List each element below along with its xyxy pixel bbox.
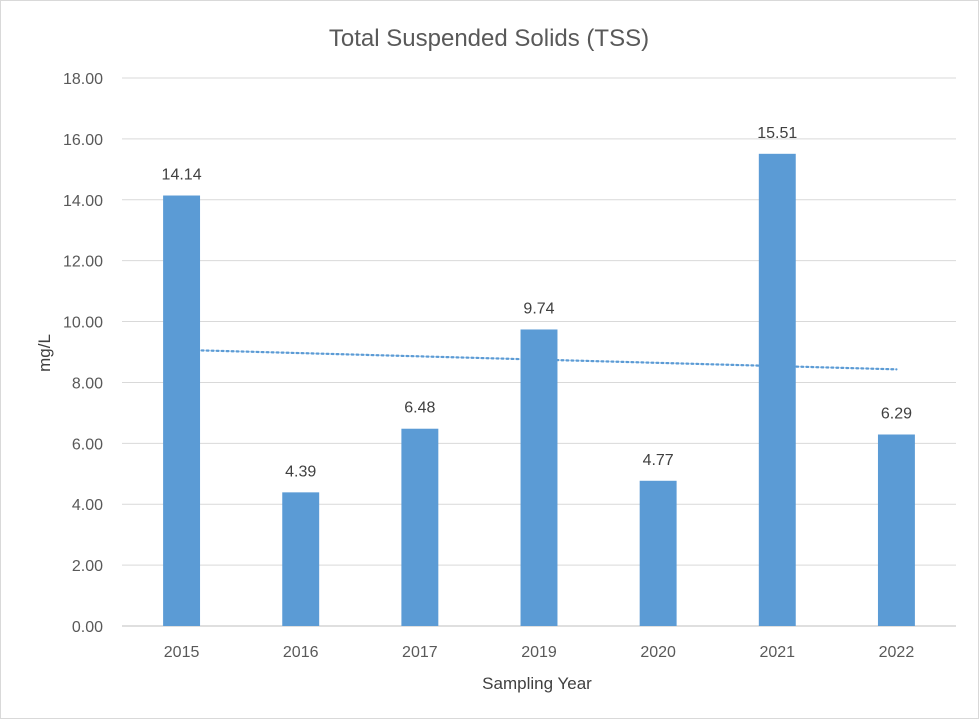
data-labels: 14.14 4.39 6.48 9.74 4.77 15.51 6.29 bbox=[162, 125, 913, 481]
bar-2017 bbox=[401, 428, 439, 626]
bar-2022 bbox=[877, 434, 915, 626]
data-label-2021: 15.51 bbox=[757, 125, 797, 142]
y-tick-label: 18.00 bbox=[63, 71, 103, 88]
y-axis-title: mg/L bbox=[35, 334, 54, 372]
x-tick-label: 2015 bbox=[164, 644, 200, 661]
x-tick-label: 2020 bbox=[640, 644, 676, 661]
y-tick-label: 14.00 bbox=[63, 193, 103, 210]
bars bbox=[163, 153, 915, 626]
bar-2019 bbox=[520, 329, 558, 626]
bar-2021 bbox=[758, 153, 796, 626]
x-tick-label: 2016 bbox=[283, 644, 319, 661]
chart-title: Total Suspended Solids (TSS) bbox=[329, 25, 649, 52]
y-tick-label: 12.00 bbox=[63, 254, 103, 271]
x-tick-label: 2017 bbox=[402, 644, 438, 661]
bar-2015 bbox=[163, 195, 201, 626]
bar-2020 bbox=[639, 480, 677, 626]
x-tick-label: 2021 bbox=[759, 644, 795, 661]
y-tick-label: 0.00 bbox=[72, 619, 103, 636]
y-tick-label: 4.00 bbox=[72, 497, 103, 514]
data-label-2017: 6.48 bbox=[404, 400, 435, 417]
y-tick-label: 8.00 bbox=[72, 375, 103, 392]
y-tick-label: 16.00 bbox=[63, 132, 103, 149]
x-tick-label: 2019 bbox=[521, 644, 557, 661]
x-tick-label: 2022 bbox=[879, 644, 915, 661]
bar-2016 bbox=[282, 492, 320, 626]
x-axis-title: Sampling Year bbox=[482, 674, 592, 693]
y-tick-label: 2.00 bbox=[72, 558, 103, 575]
data-label-2019: 9.74 bbox=[523, 300, 554, 317]
y-tick-label: 6.00 bbox=[72, 436, 103, 453]
data-label-2016: 4.39 bbox=[285, 463, 316, 480]
data-label-2015: 14.14 bbox=[162, 167, 202, 184]
data-label-2022: 6.29 bbox=[881, 406, 912, 423]
data-label-2020: 4.77 bbox=[643, 452, 674, 469]
y-tick-label: 10.00 bbox=[63, 315, 103, 332]
y-axis-ticks: 0.00 2.00 4.00 6.00 8.00 10.00 12.00 14.00 16.00… bbox=[63, 71, 103, 636]
x-axis-ticks: 2015 2016 2017 2019 2020 2021 2022 bbox=[164, 644, 915, 661]
